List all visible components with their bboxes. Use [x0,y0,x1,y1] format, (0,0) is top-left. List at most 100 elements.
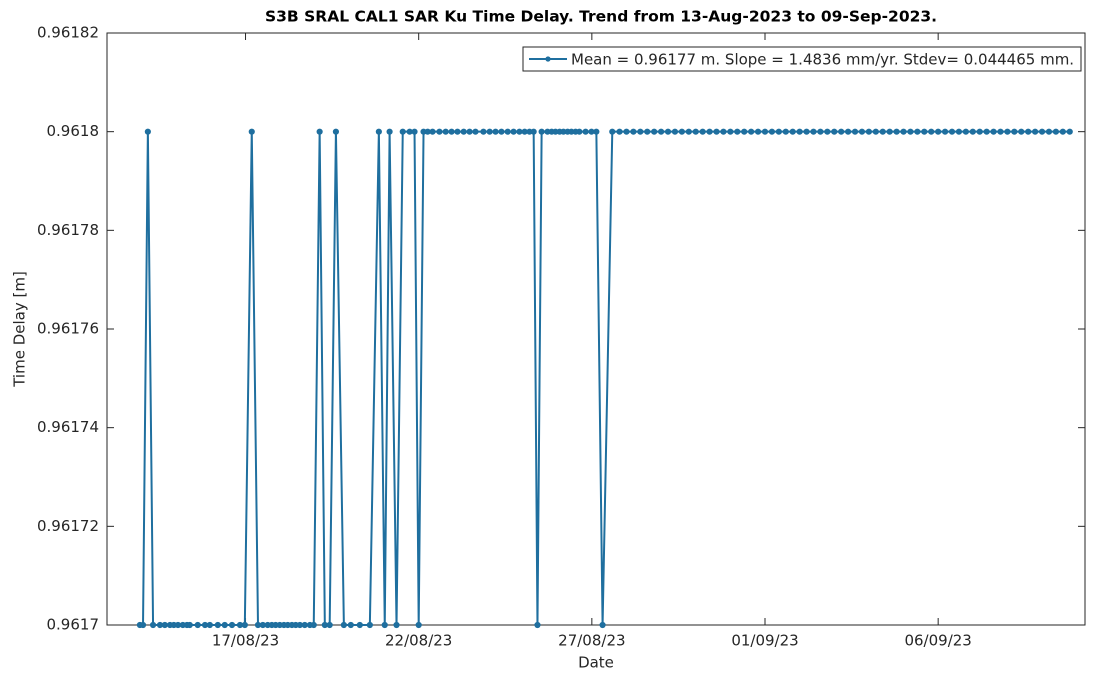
data-point [599,621,606,629]
x-tick-label: 06/09/23 [904,632,971,650]
data-point [976,128,983,135]
data-point [347,621,354,629]
data-point [241,621,248,629]
data-point [734,128,741,135]
data-point [727,128,734,135]
data-point [741,128,748,135]
data-point [955,128,963,135]
data-point [340,621,347,629]
data-point [466,128,473,135]
x-tick-label: 17/08/23 [212,632,279,650]
data-point [411,128,418,135]
data-point [316,128,323,135]
y-tick-label: 0.96174 [37,418,99,436]
data-point [644,128,651,135]
data-point [386,128,393,135]
data-point [582,128,589,135]
data-point [1066,128,1073,135]
data-point [516,128,523,135]
data-point [436,128,443,135]
data-point [492,128,499,135]
data-point [1004,128,1011,135]
data-point [486,128,493,135]
data-point [1018,128,1025,135]
data-point [941,128,949,135]
data-point [761,128,769,135]
data-point [900,128,907,135]
data-point [921,128,928,135]
data-point [1032,128,1039,135]
data-point [576,128,583,135]
data-point [381,621,388,629]
data-point [671,128,679,135]
data-point [332,128,340,135]
legend-box [522,46,1082,72]
data-point [879,128,886,135]
data-point [658,128,665,135]
y-axis-label: Time Delay [m] [11,271,29,388]
data-point [838,128,845,135]
y-tick-label: 0.96176 [37,320,99,338]
data-point [678,128,685,135]
y-tick-label: 0.9618 [47,122,100,140]
data-point [366,621,373,629]
data-point [248,128,255,135]
data-point [221,621,228,629]
data-point [186,621,193,629]
data-point [817,128,824,135]
data-point [893,128,900,135]
data-point [1011,128,1018,135]
data-point [161,621,168,629]
data-point [865,128,872,135]
data-point [326,621,333,629]
data-point [356,621,363,629]
data-point [803,128,810,135]
data-point [935,128,942,135]
data-point [928,128,935,135]
data-point [907,128,914,135]
data-point [990,128,997,135]
data-point [748,128,755,135]
data-point [442,128,449,135]
data-point [538,128,545,135]
data-point [685,128,692,135]
data-point [1038,128,1046,135]
data-point [831,128,838,135]
data-point [983,128,990,135]
data-point [886,128,893,135]
data-point [997,128,1004,135]
x-axis-label: Date [578,654,614,672]
data-point [534,621,541,629]
data-point [144,128,151,135]
data-point [858,128,866,135]
y-tick-label: 0.96178 [37,221,99,239]
data-point [810,128,817,135]
data-point [948,128,956,135]
data-point [460,128,467,135]
data-point [194,621,201,629]
data-point [775,128,782,135]
data-point [530,128,537,135]
data-point [637,128,644,135]
legend-label: Mean = 0.96177 m. Slope = 1.4836 mm/yr. … [571,51,1074,69]
data-point [789,128,796,135]
data-point [630,128,637,135]
data-point [754,128,762,135]
y-tick-label: 0.96172 [37,517,99,535]
x-tick-label: 22/08/23 [385,632,452,650]
data-point [651,128,658,135]
data-point [310,621,317,629]
data-point [415,621,422,629]
data-point [1052,128,1060,135]
data-point [782,128,789,135]
data-point [375,128,382,135]
data-point [206,621,213,629]
data-point [301,621,308,629]
data-point [664,128,672,135]
data-point [692,128,699,135]
data-point [720,128,727,135]
data-point [609,128,616,135]
